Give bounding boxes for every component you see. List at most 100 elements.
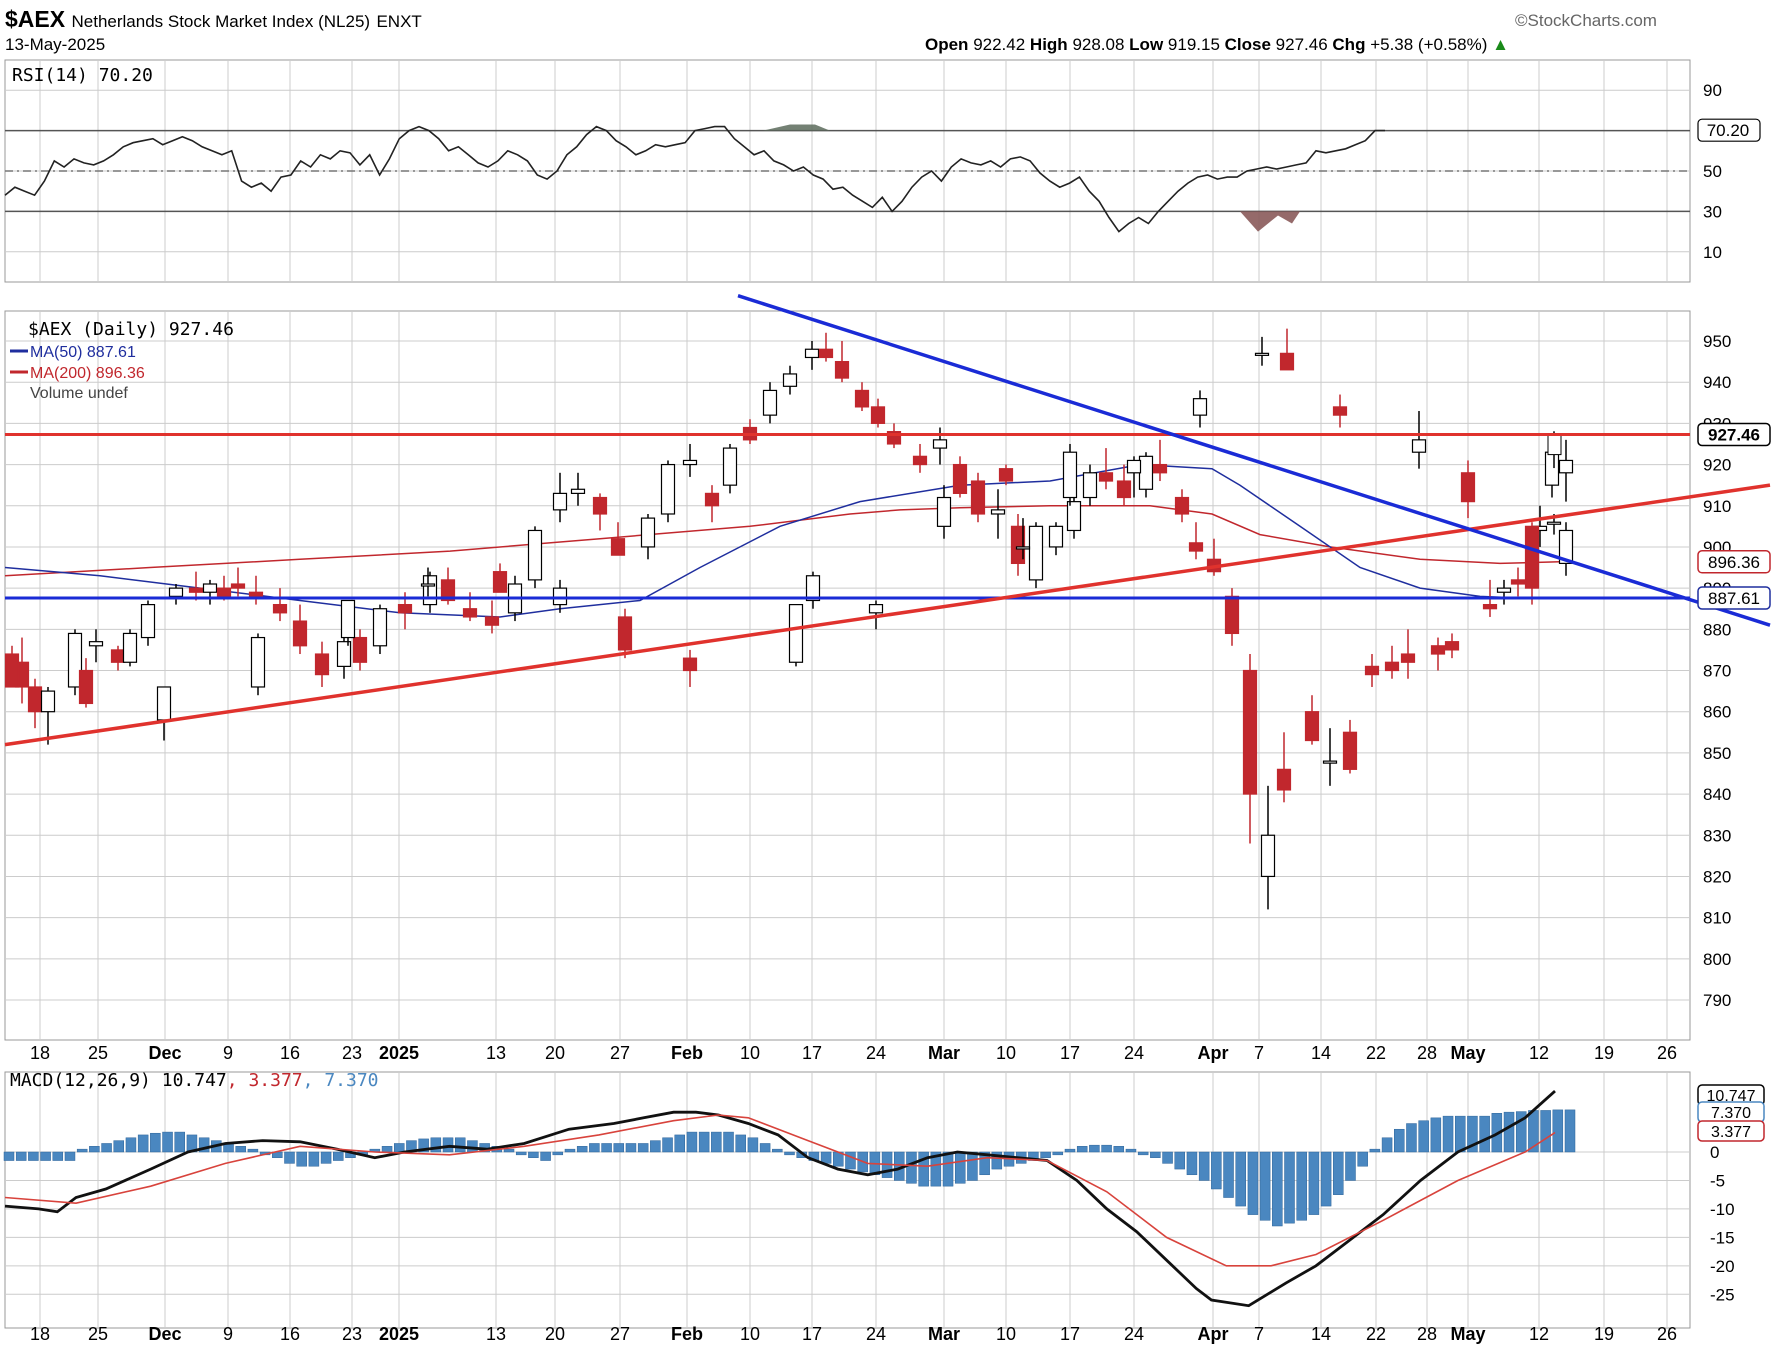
x-tick-label: Mar	[928, 1324, 960, 1344]
macd-histogram-bar	[113, 1140, 125, 1153]
macd-histogram-bar	[759, 1143, 771, 1153]
candle-body	[868, 603, 884, 614]
macd-badge-histogram-value: 7.370	[1711, 1105, 1751, 1122]
candle-body	[1430, 645, 1446, 655]
macd-histogram-bar	[515, 1151, 527, 1156]
macd-histogram-bar	[1076, 1146, 1088, 1153]
x-tick-label: 22	[1366, 1043, 1386, 1063]
candle-body	[1098, 472, 1114, 482]
rsi-line	[4, 125, 1385, 233]
rsi-oversold-fill	[1240, 211, 1300, 232]
macd-histogram-bar	[308, 1151, 320, 1167]
macd-histogram-bar	[735, 1134, 746, 1153]
candle-body	[1116, 480, 1132, 499]
candle-body	[854, 389, 870, 408]
macd-histogram-bar	[247, 1148, 259, 1153]
macd-histogram-bar	[1564, 1109, 1576, 1153]
macd-histogram-bar	[1101, 1144, 1112, 1153]
rsi-tick-label: 10	[1703, 243, 1722, 262]
macd-histogram-bar	[967, 1151, 978, 1181]
macd-histogram-bar	[1479, 1115, 1490, 1153]
macd-histogram-bar	[772, 1148, 783, 1153]
x-tick-label: 20	[545, 1043, 565, 1063]
macd-badge-signal	[1697, 1120, 1765, 1142]
candle-body	[834, 360, 850, 379]
x-tick-label: 7	[1254, 1324, 1264, 1344]
x-tick-label: 27	[610, 1324, 630, 1344]
rsi-current-value: 70.20	[1707, 121, 1750, 140]
candle-body	[462, 608, 478, 618]
macd-histogram-bar	[564, 1148, 576, 1153]
brand-watermark: ©StockCharts.com	[1515, 11, 1657, 30]
macd-histogram-bar	[394, 1143, 405, 1153]
candle-body	[122, 632, 138, 663]
price-tick-label: 820	[1703, 867, 1731, 886]
candle-body	[1496, 587, 1512, 593]
macd-histogram-bar	[979, 1151, 990, 1176]
macd-histogram-bar	[1211, 1151, 1222, 1190]
candle-body	[610, 538, 626, 556]
candle-body	[1411, 439, 1427, 453]
candle-body	[420, 583, 436, 587]
falling-trendline-blue	[737, 294, 1771, 627]
candle-body	[440, 579, 456, 602]
macd-histogram-bar	[1040, 1151, 1051, 1158]
candle-body	[4, 653, 20, 688]
candle-body	[422, 575, 438, 606]
x-tick-label: 10	[740, 1324, 760, 1344]
x-tick-label: 17	[1060, 1043, 1080, 1063]
low-value: 919.15	[1167, 35, 1220, 54]
macd-histogram-bar	[637, 1143, 649, 1153]
candle-body	[1224, 595, 1240, 635]
candle-body	[912, 455, 928, 466]
macd-histogram-bar	[1125, 1148, 1137, 1153]
candle-body	[230, 583, 246, 589]
x-tick-label: 25	[88, 1043, 108, 1063]
macd-lines	[4, 1090, 1556, 1308]
macd-histogram-bar	[784, 1151, 795, 1156]
candle-body	[140, 603, 156, 639]
rising-trendline-red	[4, 483, 1771, 747]
candle-body	[1460, 472, 1476, 503]
macd-histogram-bar	[1345, 1151, 1356, 1181]
candle-body	[188, 587, 204, 593]
macd-histogram-bar	[942, 1151, 954, 1187]
macd-histogram-bar	[1357, 1151, 1368, 1167]
candle-body	[1444, 641, 1460, 651]
candle-body	[1254, 352, 1270, 356]
macd-histogram-bar	[1198, 1151, 1210, 1181]
candle-body	[936, 496, 952, 527]
macd-panel: 0 -5 -10 -15 -20 -25 MACD(12,26,9) 10.747, 3.…	[3, 1070, 1765, 1344]
candle-body	[314, 653, 330, 676]
candle-body	[336, 641, 352, 667]
macd-histogram-bar	[1515, 1111, 1527, 1153]
panel-frame-2	[4, 1071, 1691, 1329]
x-tick-label: 19	[1594, 1324, 1614, 1344]
macd-histogram-bar	[1150, 1151, 1161, 1158]
candle-body	[1544, 451, 1560, 486]
macd-histogram-bar	[698, 1131, 710, 1153]
candle-body	[527, 529, 543, 581]
candle-body	[272, 603, 288, 614]
legend-price: $AEX (Daily) 927.46	[28, 319, 234, 340]
candle-body	[1510, 579, 1526, 585]
candle-body	[1082, 472, 1098, 499]
candle-body	[1342, 731, 1358, 770]
candle-body	[1364, 665, 1380, 676]
badge-close	[1697, 422, 1771, 447]
candle-body	[788, 603, 804, 663]
candle-body	[722, 447, 738, 486]
rsi-label: RSI(14) 70.20	[12, 65, 153, 86]
candle-body	[1260, 834, 1276, 878]
candle-body	[1010, 525, 1026, 565]
close-value: 927.46	[1275, 35, 1328, 54]
macd-histogram-bar	[1503, 1111, 1515, 1153]
x-tick-label: 2025	[379, 1043, 419, 1063]
macd-histogram-bar	[1406, 1123, 1417, 1153]
candle-body	[250, 636, 266, 688]
price-tick-label: 840	[1703, 785, 1731, 804]
macd-histogram-bar	[1162, 1151, 1173, 1164]
